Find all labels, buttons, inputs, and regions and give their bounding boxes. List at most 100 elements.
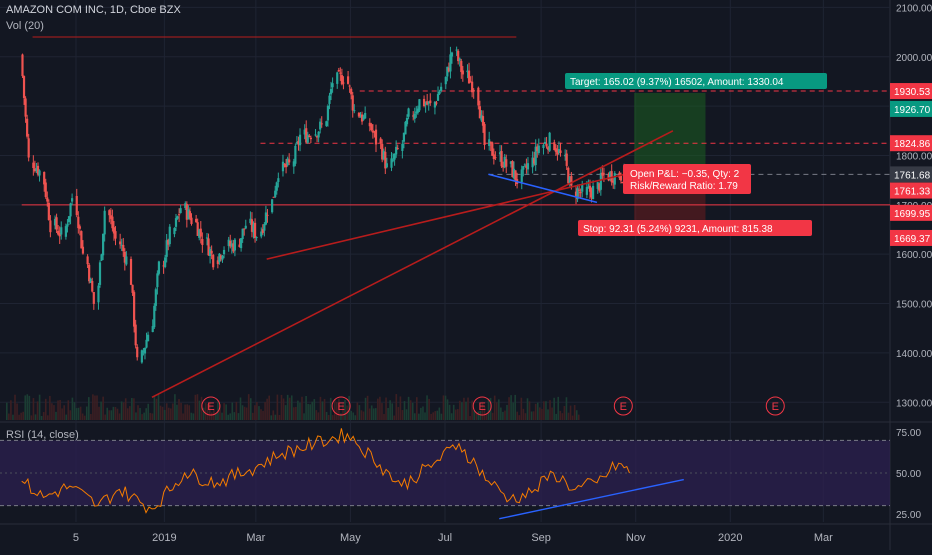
volume-bar [536,402,539,420]
volume-bar [493,395,496,420]
candle-body [567,167,570,184]
candle-body [461,70,464,75]
candle-body [554,148,557,152]
candle-body [591,185,595,200]
volume-bar [94,395,96,420]
candle-body [188,211,192,218]
candle-body [391,159,395,161]
candle-body [368,122,371,127]
price-axis-tag [890,229,932,246]
candle-body [364,112,367,119]
volume-bar [502,411,504,420]
volume-bar [219,404,221,420]
volume-bar [196,394,199,420]
trendline [266,169,643,260]
candle-body [288,159,291,163]
candle-body [621,182,624,184]
candle-body [384,151,387,169]
candle-body [123,251,126,263]
rsi-line [21,428,630,514]
volume-bar [545,401,547,420]
volume-bar [290,395,293,420]
volume-bar [147,403,150,420]
volume-bar [471,400,473,420]
y-tick-label: 1300.00 [896,398,932,409]
volume-bar [422,406,424,420]
candle-body [241,228,244,240]
volume-bar [401,410,404,420]
candle-body [548,132,551,151]
candle-body [370,124,373,131]
candle-body [494,157,497,159]
candle-body [108,210,111,216]
volume-bar [428,398,430,420]
volume-bar [303,413,305,420]
candle-body [440,86,443,91]
candle-body [613,173,616,185]
volume-bar [500,407,502,420]
candle-body [491,142,494,156]
candle-body [187,209,190,220]
candle-body [64,226,67,237]
price-axis-tag-text: 1824.86 [894,139,931,150]
volume-bar [573,405,576,420]
volume-bar [387,407,389,420]
x-tick-label: Sep [531,532,551,544]
volume-bar [135,412,137,420]
volume-bar [284,405,287,420]
candle-body [319,121,322,130]
volume-bar [124,398,127,420]
volume-bar [182,413,184,420]
volume-bar [485,414,488,420]
candle-body [264,212,268,225]
volume-bar [565,397,568,420]
y-tick-label: 1800.00 [896,151,932,162]
candle-body [112,227,116,234]
earnings-marker-label: E [772,401,779,413]
volume-bar [512,402,514,420]
candle-body [140,350,143,363]
candle-body [564,154,567,157]
volume-bar [528,401,531,420]
candle-body [67,216,71,223]
volume-bar [481,401,484,420]
volume-bar [331,415,334,420]
candle-body [43,172,46,185]
candle-body [199,228,202,237]
volume-bar [301,396,303,420]
candle-body [98,262,102,285]
volume-bar [198,400,201,420]
volume-bar [526,398,529,420]
candle-body [168,226,171,245]
volume-bar [454,409,457,420]
volume-bar [477,411,480,420]
candle-body [196,222,199,236]
candle-body [385,163,388,168]
candle-body [379,138,382,144]
volume-bar [463,397,465,420]
volume-bar [508,397,510,420]
candle-body [407,108,410,117]
volume-bar [143,412,145,420]
volume-bar [372,408,375,420]
candle-body [545,143,548,147]
candle-body [261,229,264,233]
volume-bar [514,394,516,420]
volume-bar [161,406,164,420]
volume-bar [47,415,49,420]
volume-bar [55,411,57,420]
candle-body [405,118,409,125]
candle-body [426,101,429,105]
candle-body [331,83,334,88]
volume-bar [256,402,258,420]
volume-bar [79,406,82,420]
rsi-tick-label: 50.00 [896,469,921,480]
volume-bar [90,414,92,420]
price-axis-tag [890,100,932,117]
volume-bar [457,409,459,420]
volume-bar [98,406,100,420]
candle-body [351,95,354,111]
volume-bar [217,400,219,420]
volume-bar [28,395,31,420]
